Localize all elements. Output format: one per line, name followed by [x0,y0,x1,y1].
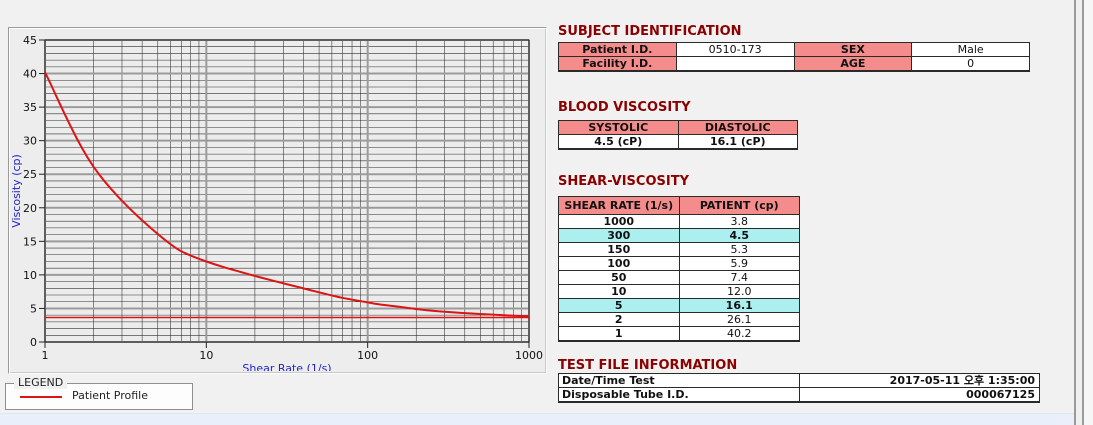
shear-rate-header: SHEAR RATE (1/s) [558,196,680,215]
y-tick-label: 45 [23,34,37,47]
shear-viscosity-table: SHEAR RATE (1/s) PATIENT (cp) 1000 3.8 300… [558,196,800,342]
shear-rate-cell: 1000 [558,214,680,229]
patient-profile-curve [44,71,530,318]
table-row: SYSTOLIC DIASTOLIC [558,120,798,135]
disposable-tube-id-label: Disposable Tube I.D. [558,387,800,403]
table-row: 10 12.0 [558,284,800,299]
y-tick-label: 20 [23,202,37,215]
table-row: 100 5.9 [558,256,800,271]
table-row: 300 4.5 [558,228,800,243]
shear-rate-cell: 50 [558,270,680,285]
sex-label: SEX [793,42,913,57]
table-row: Disposable Tube I.D. 000067125 [558,387,1040,403]
facility-id-value [675,56,795,72]
table-row: Facility I.D. AGE 0 [558,56,1030,72]
x-tick-label: 10 [199,349,213,362]
systolic-value: 4.5 (cP) [558,134,679,150]
table-row: Date/Time Test 2017-05-11 오후 1:35:00 [558,373,1040,388]
shear-rate-cell: 1 [558,326,680,342]
sex-value: Male [911,42,1030,57]
patient-cp-cell: 40.2 [678,326,800,342]
age-value: 0 [911,56,1030,72]
shear-rate-cell: 5 [558,298,680,313]
age-label: AGE [793,56,913,72]
table-row: 50 7.4 [558,270,800,285]
patient-id-value: 0510-173 [675,42,795,57]
window-bottom-strip [0,413,1093,425]
table-row: 5 16.1 [558,298,800,313]
y-tick-label: 35 [23,101,37,114]
x-tick-label: 1000 [515,349,543,362]
x-axis-title: Shear Rate (1/s) [242,362,331,371]
patient-profile-line-swatch [20,396,62,398]
table-row: 1000 3.8 [558,214,800,229]
y-tick-label: 5 [30,302,37,315]
blood-viscosity-table: SYSTOLIC DIASTOLIC 4.5 (cP) 16.1 (cP) [558,120,798,150]
plot-area [45,40,529,342]
table-row: 2 26.1 [558,312,800,327]
patient-cp-cell: 16.1 [678,298,800,313]
y-tick-label: 40 [23,68,37,81]
test-file-information-title: TEST FILE INFORMATION [558,358,738,373]
x-tick-label: 1 [42,349,49,362]
shear-viscosity-title: SHEAR-VISCOSITY [558,174,689,189]
patient-cp-cell: 26.1 [678,312,800,327]
patient-cp-header: PATIENT (cp) [678,196,800,215]
legend-title: LEGEND [14,376,68,389]
patient-cp-cell: 5.9 [678,256,800,271]
y-tick-label: 25 [23,168,37,181]
patient-cp-cell: 5.3 [678,242,800,257]
viscosity-chart-panel: 0 5 10 15 20 25 30 35 40 45 1 10 100 1000 Shear Rate (… [8,27,547,374]
facility-id-label: Facility I.D. [558,56,677,72]
blood-viscosity-title: BLOOD VISCOSITY [558,100,691,115]
y-tick-label: 10 [23,269,37,282]
systolic-header: SYSTOLIC [558,120,679,135]
patient-cp-cell: 12.0 [678,284,800,299]
patient-cp-cell: 7.4 [678,270,800,285]
y-tick-label: 30 [23,135,37,148]
shear-rate-cell: 100 [558,256,680,271]
shear-rate-cell: 2 [558,312,680,327]
diastolic-header: DIASTOLIC [677,120,798,135]
shear-rate-cell: 300 [558,228,680,243]
y-tick-label: 0 [30,336,37,349]
date-time-test-value: 2017-05-11 오후 1:35:00 [798,373,1040,388]
test-file-information-table: Date/Time Test 2017-05-11 오후 1:35:00 Dis… [558,373,1040,403]
legend-box: LEGEND Patient Profile [5,376,193,410]
patient-cp-cell: 3.8 [678,214,800,229]
window-splitter[interactable] [1074,0,1084,425]
subject-identification-table: Patient I.D. 0510-173 SEX Male Facility … [558,42,1030,72]
shear-table-body: 1000 3.8 300 4.5 150 5.3 100 5.9 50 7.4 10 12.0 5 16.… [558,214,800,342]
patient-cp-cell: 4.5 [678,228,800,243]
table-row: 1 40.2 [558,326,800,342]
y-tick-label: 15 [23,235,37,248]
subject-identification-title: SUBJECT IDENTIFICATION [558,24,742,39]
legend-series-label: Patient Profile [72,389,149,402]
table-row: 150 5.3 [558,242,800,257]
window-right-gutter [1082,0,1093,425]
x-tick-label: 100 [357,349,378,362]
table-row: Patient I.D. 0510-173 SEX Male [558,42,1030,57]
date-time-test-label: Date/Time Test [558,373,800,388]
shear-rate-cell: 150 [558,242,680,257]
plot-frame [44,39,530,343]
table-row: 4.5 (cP) 16.1 (cP) [558,134,798,150]
table-row: SHEAR RATE (1/s) PATIENT (cp) [558,196,800,215]
viscosity-chart-svg: 0 5 10 15 20 25 30 35 40 45 1 10 100 1000 Shear Rate (… [10,34,543,371]
patient-id-label: Patient I.D. [558,42,677,57]
disposable-tube-id-value: 000067125 [798,387,1040,403]
diastolic-value: 16.1 (cP) [677,134,798,150]
y-axis-title: Viscosity (cp) [10,154,23,228]
shear-rate-cell: 10 [558,284,680,299]
